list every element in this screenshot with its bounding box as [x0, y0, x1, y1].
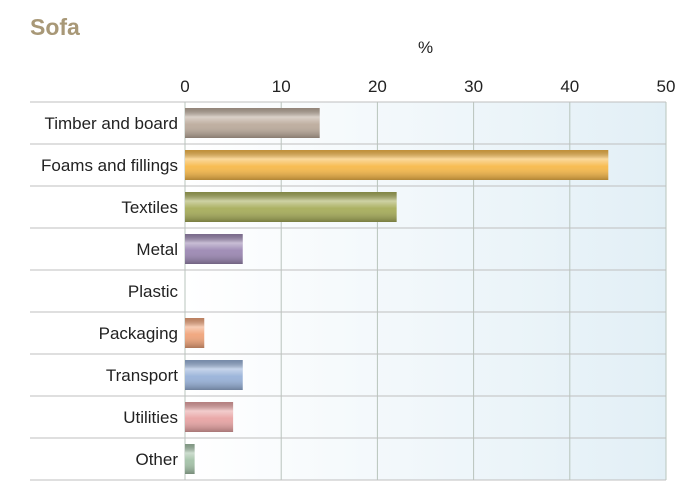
- x-tick-label: 20: [368, 77, 387, 96]
- category-label: Metal: [136, 240, 178, 259]
- bar-shine-3: [185, 234, 243, 264]
- bar-shine-6: [185, 360, 243, 390]
- x-tick-label: 40: [560, 77, 579, 96]
- x-tick-label: 50: [657, 77, 676, 96]
- x-axis-unit-label: %: [418, 38, 434, 57]
- bar-shine-7: [185, 402, 234, 432]
- category-label: Foams and fillings: [41, 156, 178, 175]
- bar-shine-0: [185, 108, 320, 138]
- category-label: Textiles: [121, 198, 178, 217]
- x-tick-label: 0: [180, 77, 189, 96]
- x-tick-label: 30: [464, 77, 483, 96]
- bar-shine-2: [185, 192, 397, 222]
- bar-shine-1: [185, 150, 609, 180]
- category-label: Packaging: [99, 324, 178, 343]
- category-label: Plastic: [128, 282, 179, 301]
- bar-shine-8: [185, 444, 195, 474]
- x-tick-label: 10: [272, 77, 291, 96]
- chart-title: Sofa: [30, 14, 80, 40]
- bar-shine-5: [185, 318, 205, 348]
- category-label: Other: [135, 450, 178, 469]
- category-label: Transport: [106, 366, 178, 385]
- category-label: Timber and board: [44, 114, 178, 133]
- category-label: Utilities: [123, 408, 178, 427]
